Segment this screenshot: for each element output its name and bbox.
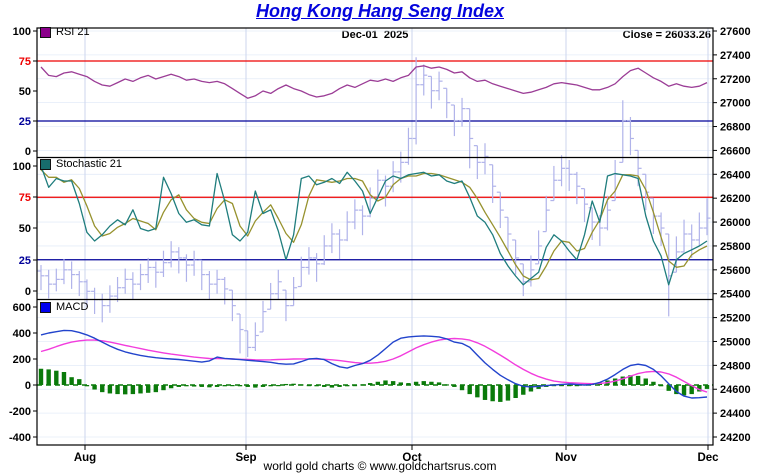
price-axis-label: 25800: [720, 241, 751, 253]
macd-axis-label: 0: [25, 380, 31, 392]
stochastic-legend-swatch-icon: [40, 158, 51, 170]
stochastic-axis-label: 0: [25, 286, 31, 298]
macd-legend: MACD: [40, 301, 88, 313]
price-axis-label: 25400: [720, 289, 751, 301]
price-axis-label: 27400: [720, 50, 751, 62]
stochastic-axis-label: 100: [13, 161, 31, 173]
chart-frame: [36, 27, 714, 446]
rsi-legend: RSI 21: [40, 26, 90, 38]
price-axis-label: 27000: [720, 98, 751, 110]
stochastic-axis-label: 75: [19, 192, 31, 204]
stochastic-axis-label: 25: [19, 255, 31, 267]
stochastic-k-series: [40, 165, 708, 286]
price-axis-label: 26800: [720, 122, 751, 134]
macd-legend-label: MACD: [56, 301, 89, 313]
price-axis-label: 27600: [720, 26, 751, 38]
month-axis-label: Sep: [235, 452, 256, 464]
stochastic-legend: Stochastic 21: [40, 158, 122, 170]
price-axis-label: 24600: [720, 384, 751, 396]
month-axis-label: Nov: [555, 452, 577, 464]
price-axis-label: 24400: [720, 408, 751, 420]
price-axis-label: 25200: [720, 313, 751, 325]
credit-line: world gold charts © www.goldchartsrus.co…: [263, 459, 497, 473]
last-date-label: Dec-01 2025: [341, 29, 409, 41]
month-axis-label: Oct: [402, 452, 421, 464]
rsi-axis-label: 0: [25, 146, 31, 158]
rsi-axis-label: 50: [19, 86, 31, 98]
macd-axis-label: 400: [13, 328, 31, 340]
stochastic-axis-label: 50: [19, 223, 31, 235]
close-value-label: Close = 26033.26: [622, 29, 711, 41]
rsi-axis-label: 25: [19, 116, 31, 128]
page-title: Hong Kong Hang Seng Index: [256, 1, 504, 21]
price-axis-label: 25000: [720, 336, 751, 348]
price-axis-label: 26600: [720, 145, 751, 157]
price-axis-label: 25600: [720, 265, 751, 277]
rsi-legend-swatch-icon: [40, 26, 51, 38]
macd-axis-label: -400: [9, 432, 31, 444]
price-axis-label: 24800: [720, 360, 751, 372]
rsi-axis-label: 100: [13, 26, 31, 38]
price-axis-label: 27200: [720, 74, 751, 86]
macd-histogram-series: [38, 368, 710, 402]
macd-line-series: [40, 329, 708, 399]
macd-legend-swatch-icon: [40, 301, 51, 313]
price-axis-label: 26000: [720, 217, 751, 229]
stochastic-d-series: [40, 169, 708, 281]
rsi-legend-label: RSI 21: [56, 26, 90, 38]
price-axis-label: 24200: [720, 432, 751, 444]
macd-axis-label: 200: [13, 354, 31, 366]
macd-axis-label: -200: [9, 406, 31, 418]
month-axis-label: Dec: [697, 452, 719, 464]
price-axis-label: 26200: [720, 193, 751, 205]
rsi-axis-label: 75: [19, 56, 31, 68]
month-axis-label: Aug: [74, 452, 96, 464]
stochastic-legend-label: Stochastic 21: [56, 158, 123, 170]
price-bars-series: [37, 57, 711, 357]
price-axis-label: 26400: [720, 169, 751, 181]
rsi-line-series: [40, 65, 708, 99]
macd-axis-label: 600: [13, 302, 31, 314]
